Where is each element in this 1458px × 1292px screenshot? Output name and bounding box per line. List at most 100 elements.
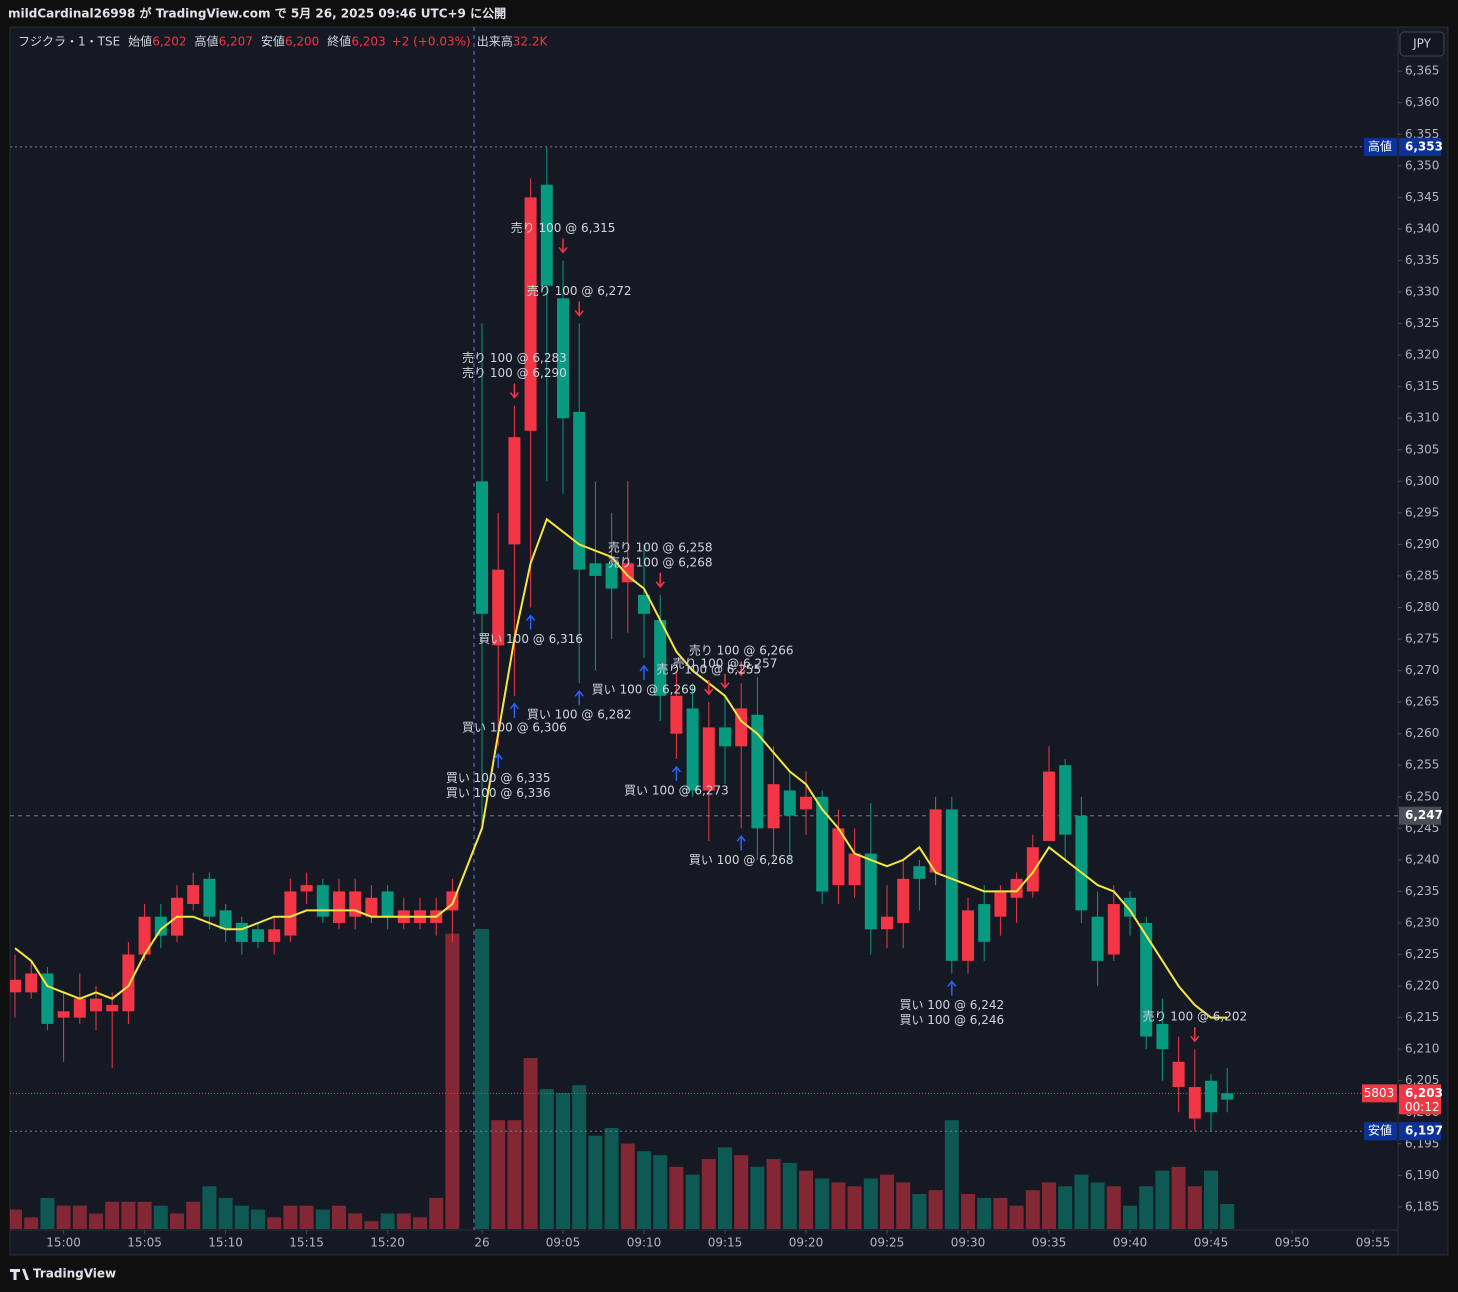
candle-body xyxy=(1140,922,1153,1037)
volume-bar xyxy=(40,1197,55,1229)
candle-body xyxy=(235,922,248,942)
trade-label: 買い 100 @ 6,246 xyxy=(899,1013,1004,1027)
candle-body xyxy=(816,796,829,892)
volume-bar xyxy=(413,1217,427,1229)
volume-bar xyxy=(380,1213,395,1229)
price-tag: 高値 xyxy=(1368,138,1392,153)
x-tick-label: 09:55 xyxy=(1356,1236,1391,1250)
last-price: 6,203 xyxy=(1405,1086,1443,1100)
candle-body xyxy=(605,563,618,589)
price-tag-box xyxy=(1364,137,1397,156)
trade-label: 売り 100 @ 6,290 xyxy=(462,365,567,380)
y-tick-label: 6,260 xyxy=(1405,726,1439,740)
legend-volume-value: 32.2K xyxy=(513,35,549,49)
volume-bar xyxy=(782,1162,797,1229)
y-tick-label: 6,235 xyxy=(1405,884,1439,898)
symbol: フジクラ・1・TSE xyxy=(18,35,120,49)
candle-body xyxy=(1091,916,1104,961)
x-tick-label: 15:20 xyxy=(370,1236,405,1250)
candle-body xyxy=(573,411,586,570)
volume-bar xyxy=(202,1186,217,1229)
candle-body xyxy=(219,910,232,930)
x-tick-label: 15:00 xyxy=(46,1236,81,1250)
legend-volume-label: 出来高 xyxy=(477,34,513,49)
sell-arrow xyxy=(704,680,714,696)
volume-bar xyxy=(523,1058,538,1229)
volume-bar xyxy=(105,1201,120,1229)
y-tick-label: 6,190 xyxy=(1405,1168,1439,1182)
candle-body xyxy=(719,727,731,747)
candle-body xyxy=(1156,1023,1169,1050)
x-tick-label: 09:45 xyxy=(1194,1236,1229,1250)
volume-bar xyxy=(234,1205,249,1229)
x-tick-label: 09:10 xyxy=(627,1236,662,1250)
volume-bar xyxy=(831,1182,846,1229)
volume-bar xyxy=(396,1213,411,1229)
volume-bar xyxy=(653,1155,668,1229)
currency-button[interactable] xyxy=(1399,31,1445,57)
trade-label: 売り 100 @ 6,268 xyxy=(608,554,713,569)
trade-label: 買い 100 @ 6,273 xyxy=(624,783,729,797)
trade-label: 売り 100 @ 6,255 xyxy=(656,662,761,677)
volume-bar xyxy=(604,1127,619,1229)
legend-change: +2 (+0.03%) xyxy=(392,35,471,49)
volume-bar xyxy=(315,1209,330,1229)
volume-tag: 5803 xyxy=(1364,1086,1395,1100)
volume-bar xyxy=(572,1085,587,1229)
y-tick-label: 6,255 xyxy=(1405,758,1439,772)
buy-arrow xyxy=(509,702,519,718)
volume-bar xyxy=(701,1159,716,1229)
candle-body xyxy=(316,885,329,917)
volume-bar xyxy=(251,1209,265,1229)
trade-label: 売り 100 @ 6,283 xyxy=(462,350,567,365)
price-label-box xyxy=(1399,1122,1441,1141)
volume-tag-box xyxy=(1362,1084,1397,1103)
volume-bar xyxy=(507,1120,522,1229)
candle-body xyxy=(557,298,569,419)
trade-label: 買い 100 @ 6,306 xyxy=(462,720,567,734)
volume-bar xyxy=(364,1221,379,1229)
buy-arrow xyxy=(526,614,536,630)
x-tick-label: 09:30 xyxy=(951,1236,986,1250)
y-tick-label: 6,250 xyxy=(1405,789,1439,803)
y-tick-label: 6,300 xyxy=(1405,474,1439,488)
candle-body xyxy=(978,904,991,942)
candle-body xyxy=(268,929,281,942)
currency[interactable]: JPY xyxy=(1412,37,1432,51)
x-tick-label: 09:40 xyxy=(1113,1236,1148,1250)
volume-bar xyxy=(153,1205,168,1229)
volume-bar xyxy=(637,1151,651,1229)
sell-arrow xyxy=(720,673,730,690)
candle-body xyxy=(90,998,102,1012)
x-tick-label: 09:20 xyxy=(789,1236,824,1250)
candle-body xyxy=(492,569,505,646)
sell-arrow xyxy=(655,572,665,589)
sell-arrow xyxy=(558,238,568,254)
candle-body xyxy=(913,866,926,879)
sell-arrow xyxy=(1190,1027,1200,1043)
trade-label: 売り 100 @ 6,257 xyxy=(673,655,778,670)
candle-body xyxy=(864,853,877,930)
trade-label: 買い 100 @ 6,268 xyxy=(689,853,794,867)
legend-key: 終値 xyxy=(327,34,351,49)
y-tick-label: 6,315 xyxy=(1405,379,1439,393)
price-label-box xyxy=(1399,806,1441,825)
volume-bar xyxy=(1187,1186,1202,1229)
y-tick-label: 6,215 xyxy=(1405,1010,1439,1024)
candle-body xyxy=(333,891,345,923)
candle-body xyxy=(41,973,54,1024)
volume-bar xyxy=(539,1089,554,1229)
publisher: mildCardinal26998 が TradingView.com で 5月… xyxy=(8,6,506,21)
candle-body xyxy=(1075,815,1088,911)
volume-bar xyxy=(1155,1170,1170,1229)
buy-arrow xyxy=(639,664,649,680)
candle-body xyxy=(365,897,378,917)
buy-arrow xyxy=(671,765,681,781)
legend-value: 6,202 xyxy=(152,35,186,49)
volume-bar xyxy=(556,1092,570,1229)
candle-body xyxy=(1026,847,1039,892)
volume-bar xyxy=(186,1201,201,1229)
legend-value: 6,203 xyxy=(351,35,385,49)
